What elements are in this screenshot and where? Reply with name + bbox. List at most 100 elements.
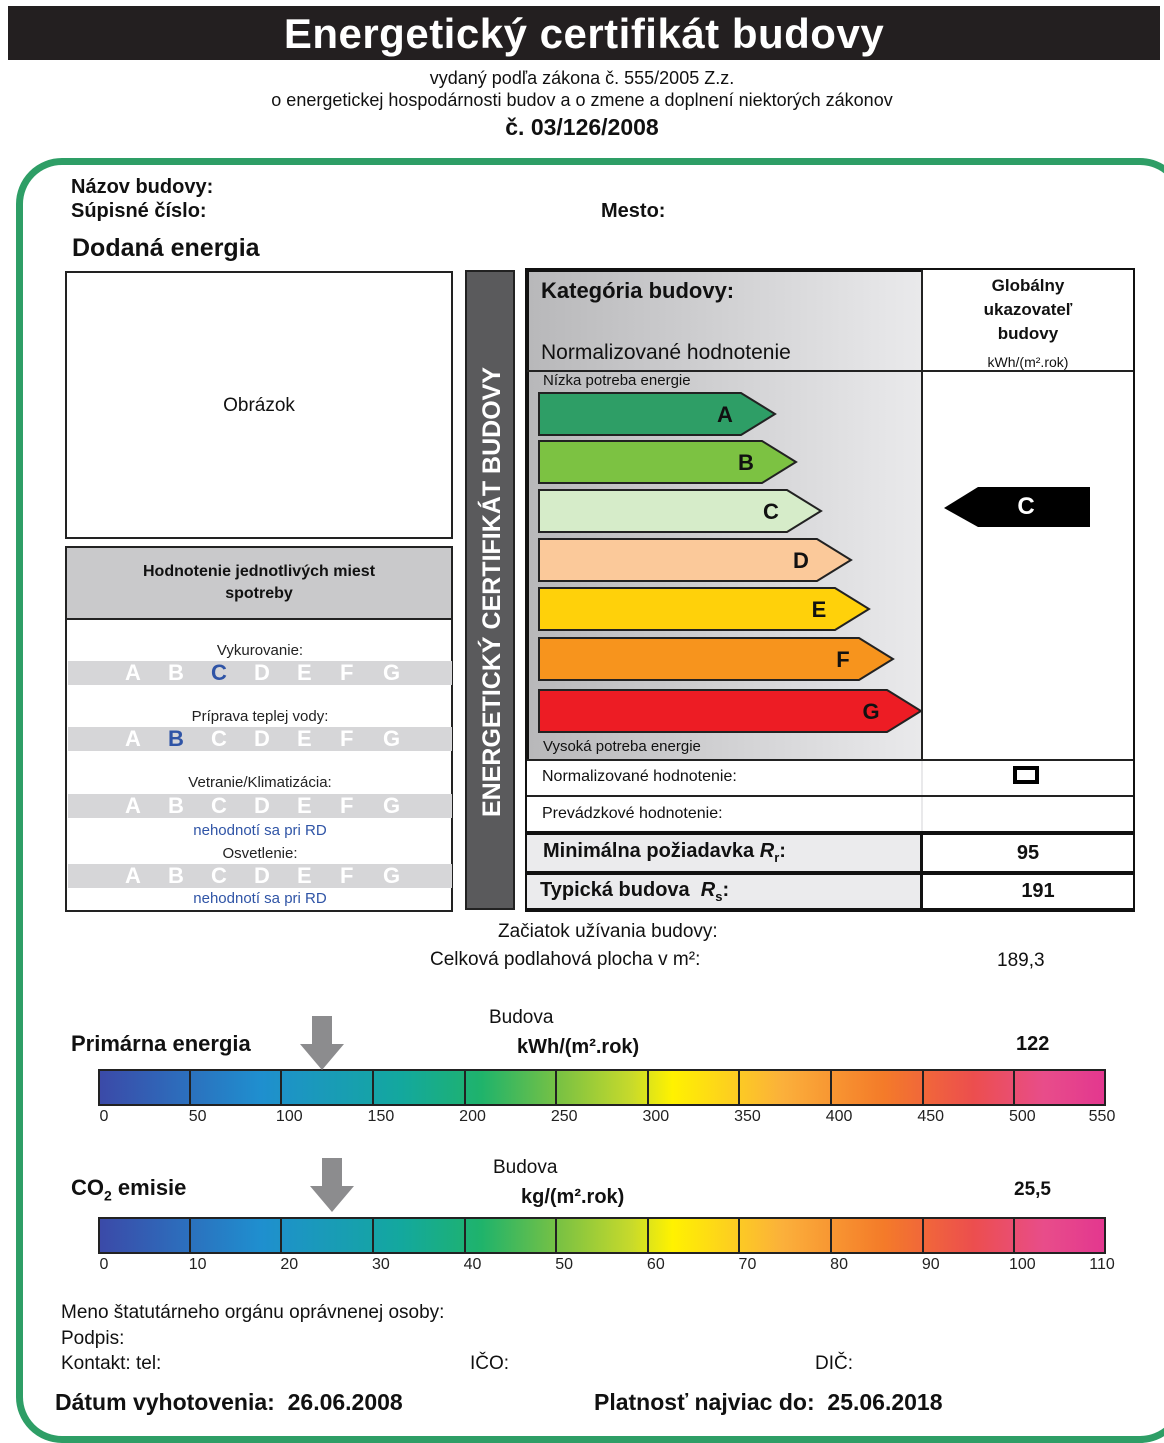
scale-tick-label: 0	[99, 1108, 109, 1125]
typ-row-right-bg	[923, 875, 1133, 908]
image-placeholder-label: Obrázok	[223, 395, 295, 416]
consumption-places-header: Hodnotenie jednotlivých miest spotreby	[67, 548, 451, 620]
issue-date-label: Dátum vyhotovenia:	[55, 1389, 275, 1415]
scale-tick-label: 450	[917, 1108, 945, 1125]
co2-value-marker	[309, 1158, 354, 1212]
rows-col-divider	[920, 831, 923, 909]
place-class-letter: E	[297, 660, 312, 685]
global-indicator-line-1: Globálny	[991, 276, 1065, 295]
energy-class-letter: A	[717, 402, 733, 427]
place-class-letter: C	[211, 793, 227, 818]
energy-class-arrow	[538, 489, 823, 533]
scale-tick	[188, 1217, 191, 1254]
scale-tick-label: 100	[275, 1108, 303, 1125]
law-line-2: o energetickej hospodárnosti budov a o z…	[271, 90, 893, 110]
place-class-letter: A	[125, 793, 141, 818]
contact-tel-label: Kontakt: tel:	[61, 1353, 162, 1374]
prev-row-right-bg	[923, 797, 1133, 831]
scale-tick	[555, 1069, 558, 1106]
scale-tick	[738, 1217, 741, 1254]
typ-row-left-bg	[527, 875, 921, 908]
scale-tick-label: 100	[1009, 1256, 1036, 1273]
place-note: nehodnotí sa pri RD	[193, 890, 327, 907]
operational-rating-label: Prevádzkové hodnotenie:	[542, 805, 723, 822]
scale-tick-label: 150	[367, 1108, 395, 1125]
typical-building-value: 191	[1021, 880, 1055, 902]
row-divider-1	[527, 759, 1133, 761]
normalized-rating-checkbox[interactable]	[1013, 766, 1039, 784]
scale-tick-label: 60	[646, 1256, 665, 1273]
place-label: Osvetlenie:	[222, 845, 298, 862]
scale-tick	[830, 1217, 833, 1254]
primary-marker-arrow-icon	[299, 1016, 344, 1070]
scale-tick-label: 50	[188, 1108, 207, 1125]
co2-value: 25,5	[1014, 1179, 1051, 1200]
norm-row-left-bg	[527, 761, 921, 795]
place-label: Vetranie/Klimatizácia:	[188, 774, 332, 791]
primary-energy-title: Primárna energia	[71, 1031, 251, 1056]
normalized-rating-heading: Normalizované hodnotenie	[541, 341, 791, 364]
place-class-letter: D	[254, 793, 270, 818]
indicator-arrow-label: C	[1017, 493, 1035, 520]
place-class-row: A B C D E F G	[68, 794, 452, 818]
scale-tick-label: 40	[463, 1256, 482, 1273]
minimum-requirement-text: Minimálna požiadavka	[543, 840, 755, 862]
scale-tick	[371, 1069, 374, 1106]
primary-unit: kWh/(m².rok)	[517, 1036, 640, 1058]
category-title: Kategória budovy:	[541, 278, 735, 303]
energy-class-arrow	[538, 538, 853, 582]
co2-title: CO2 emisie	[71, 1175, 186, 1203]
scale-tick	[555, 1217, 558, 1254]
scale-tick-label: 50	[555, 1256, 574, 1273]
row-divider-3	[527, 831, 1133, 835]
place-class-letter: E	[297, 793, 312, 818]
scale-tick-label: 90	[921, 1256, 940, 1273]
place-class-letter: C	[211, 660, 227, 685]
scale-tick-label: 200	[459, 1108, 486, 1125]
place-class-letter: D	[254, 660, 270, 685]
minimum-requirement-symbol: R	[759, 840, 775, 862]
co2-title-sub: 2	[104, 1187, 112, 1204]
typical-building-symbol: R	[700, 879, 716, 901]
place-class-letter: F	[340, 726, 354, 751]
validity-date-value: 25.06.2018	[827, 1389, 943, 1415]
place-class-letter: C	[211, 726, 227, 751]
law-line-1: vydaný podľa zákona č. 555/2005 Z.z.	[429, 68, 735, 88]
normalized-rating-label: Normalizované hodnotenie:	[542, 768, 737, 785]
validity-date-label: Platnosť najviac do:	[594, 1389, 815, 1415]
supisne-cislo-label: Súpisné číslo:	[71, 200, 207, 222]
scale-tick-label: 400	[825, 1108, 853, 1125]
ico-label: IČO:	[470, 1353, 510, 1374]
place-class-letter: F	[340, 793, 354, 818]
scale-tick	[371, 1217, 374, 1254]
global-indicator-title: Globálny ukazovateľ budovy	[923, 274, 1133, 346]
scale-tick	[921, 1069, 924, 1106]
indicator-arrow	[944, 487, 1090, 527]
minimum-requirement-value: 95	[1016, 842, 1040, 864]
certificate-title: Energetický certifikát budovy	[8, 6, 1160, 60]
place-class-letter: D	[254, 726, 270, 751]
low-demand-label: Nízka potreba energie	[543, 372, 691, 389]
typical-building-text: Typická budova	[540, 879, 690, 901]
place-class-row: A B C D E F G	[68, 864, 452, 888]
scale-tick-label: 70	[738, 1256, 757, 1273]
vertical-certificate-bar: ENERGETICKÝ CERTIFIKÁT BUDOVY	[465, 270, 515, 910]
row-divider-4	[527, 871, 1133, 875]
energy-class-letter: B	[738, 450, 754, 475]
scale-tick-label: 550	[1088, 1108, 1116, 1125]
scale-tick	[738, 1069, 741, 1106]
usage-start-label: Začiatok užívania budovy:	[498, 921, 718, 942]
place-label: Vykurovanie:	[216, 642, 304, 659]
issue-date-value: 26.06.2008	[287, 1389, 403, 1415]
scale-tick	[1013, 1217, 1016, 1254]
place-class-letter: B	[168, 863, 184, 888]
place-label: Príprava teplej vody:	[191, 708, 329, 725]
co2-marker-arrow-icon	[309, 1158, 354, 1212]
consumption-places-title: Hodnotenie jednotlivých miest spotreby	[142, 563, 376, 602]
energy-class-letter: G	[862, 699, 879, 724]
global-indicator-unit: kWh/(m².rok)	[987, 354, 1069, 370]
co2-unit: kg/(m².rok)	[521, 1186, 625, 1208]
scale-tick	[830, 1069, 833, 1106]
scale-tick	[646, 1069, 649, 1106]
place-class-letter: E	[297, 726, 312, 751]
